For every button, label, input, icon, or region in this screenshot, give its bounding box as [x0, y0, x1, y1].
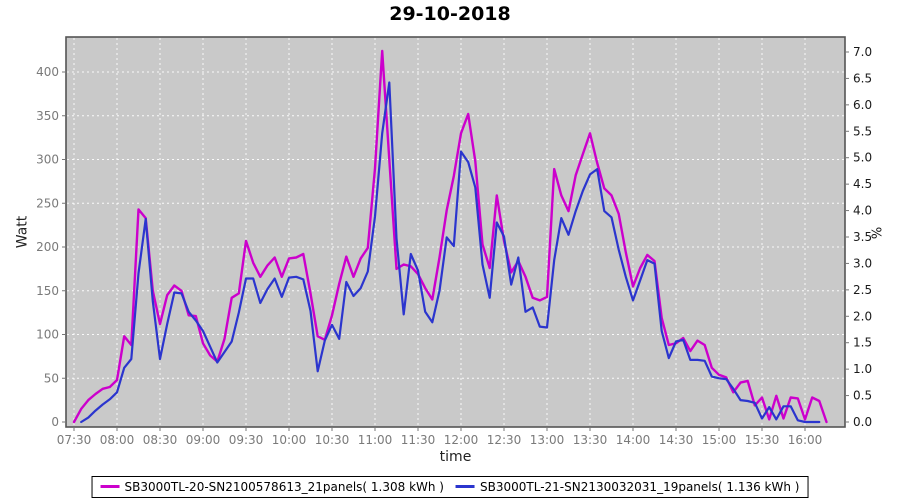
x-tick-label: 12:00	[444, 433, 479, 447]
x-tick-label: 13:00	[530, 433, 565, 447]
x-tick-label: 12:30	[487, 433, 522, 447]
x-tick-label: 15:30	[745, 433, 780, 447]
y-left-tick-label: 250	[36, 196, 59, 210]
legend: SB3000TL-20-SN2100578613_21panels( 1.308…	[91, 476, 809, 498]
y-left-tick-label: 150	[36, 284, 59, 298]
y-right-tick-label: 5.0	[853, 151, 872, 165]
y-left-tick-label: 300	[36, 153, 59, 167]
x-tick-label: 08:00	[100, 433, 135, 447]
plot-border	[65, 36, 846, 428]
x-tick-label: 09:00	[186, 433, 221, 447]
y-right-tick-label: 7.0	[853, 45, 872, 59]
y-right-tick-label: 3.5	[853, 230, 872, 244]
x-tick-label: 13:30	[573, 433, 608, 447]
y-left-tick-label: 400	[36, 65, 59, 79]
y-right-tick-label: 0.0	[853, 415, 872, 429]
x-tick-label: 10:30	[315, 433, 350, 447]
legend-swatch-1	[456, 485, 475, 488]
y-right-tick-label: 1.5	[853, 336, 872, 350]
x-tick-label: 08:30	[143, 433, 178, 447]
x-tick-label: 15:00	[702, 433, 737, 447]
y-axis-right-title: %	[870, 226, 886, 240]
y-right-tick-label: 2.0	[853, 309, 872, 323]
y-left-tick-label: 100	[36, 328, 59, 342]
x-tick-label: 11:30	[401, 433, 436, 447]
chart-title: 29-10-2018	[389, 3, 511, 25]
y-right-tick-label: 2.5	[853, 283, 872, 297]
y-right-tick-label: 6.5	[853, 71, 872, 85]
series-line-1	[80, 81, 821, 424]
legend-swatch-0	[100, 485, 120, 488]
y-left-tick-label: 200	[36, 240, 59, 254]
y-left-tick-label: 50	[44, 371, 59, 385]
x-tick-label: 09:30	[229, 433, 264, 447]
x-axis-title: time	[439, 449, 472, 465]
y-right-tick-label: 1.0	[853, 362, 872, 376]
legend-label-0: SB3000TL-20-SN2100578613_21panels( 1.308…	[124, 479, 444, 494]
y-left-tick-label: 350	[36, 109, 59, 123]
x-tick-label: 14:30	[659, 433, 694, 447]
x-tick-label: 10:00	[272, 433, 307, 447]
y-right-tick-label: 5.5	[853, 124, 872, 138]
y-left-tick-label: 0	[51, 415, 59, 429]
x-tick-label: 14:00	[616, 433, 651, 447]
x-tick-label: 07:30	[57, 433, 92, 447]
series-line-0	[72, 49, 828, 424]
y-right-tick-label: 4.0	[853, 204, 872, 218]
y-right-tick-label: 0.5	[853, 389, 872, 403]
y-right-tick-label: 4.5	[853, 177, 872, 191]
x-tick-label: 16:00	[788, 433, 823, 447]
legend-item-0: SB3000TL-20-SN2100578613_21panels( 1.308…	[100, 479, 444, 494]
legend-label-1: SB3000TL-21-SN2130032031_19panels( 1.136…	[480, 479, 800, 494]
y-right-tick-label: 3.0	[853, 256, 872, 270]
x-tick-label: 11:00	[358, 433, 393, 447]
y-right-tick-label: 6.0	[853, 98, 872, 112]
legend-item-1: SB3000TL-21-SN2130032031_19panels( 1.136…	[456, 480, 799, 494]
y-axis-left-title: Watt	[14, 215, 31, 249]
